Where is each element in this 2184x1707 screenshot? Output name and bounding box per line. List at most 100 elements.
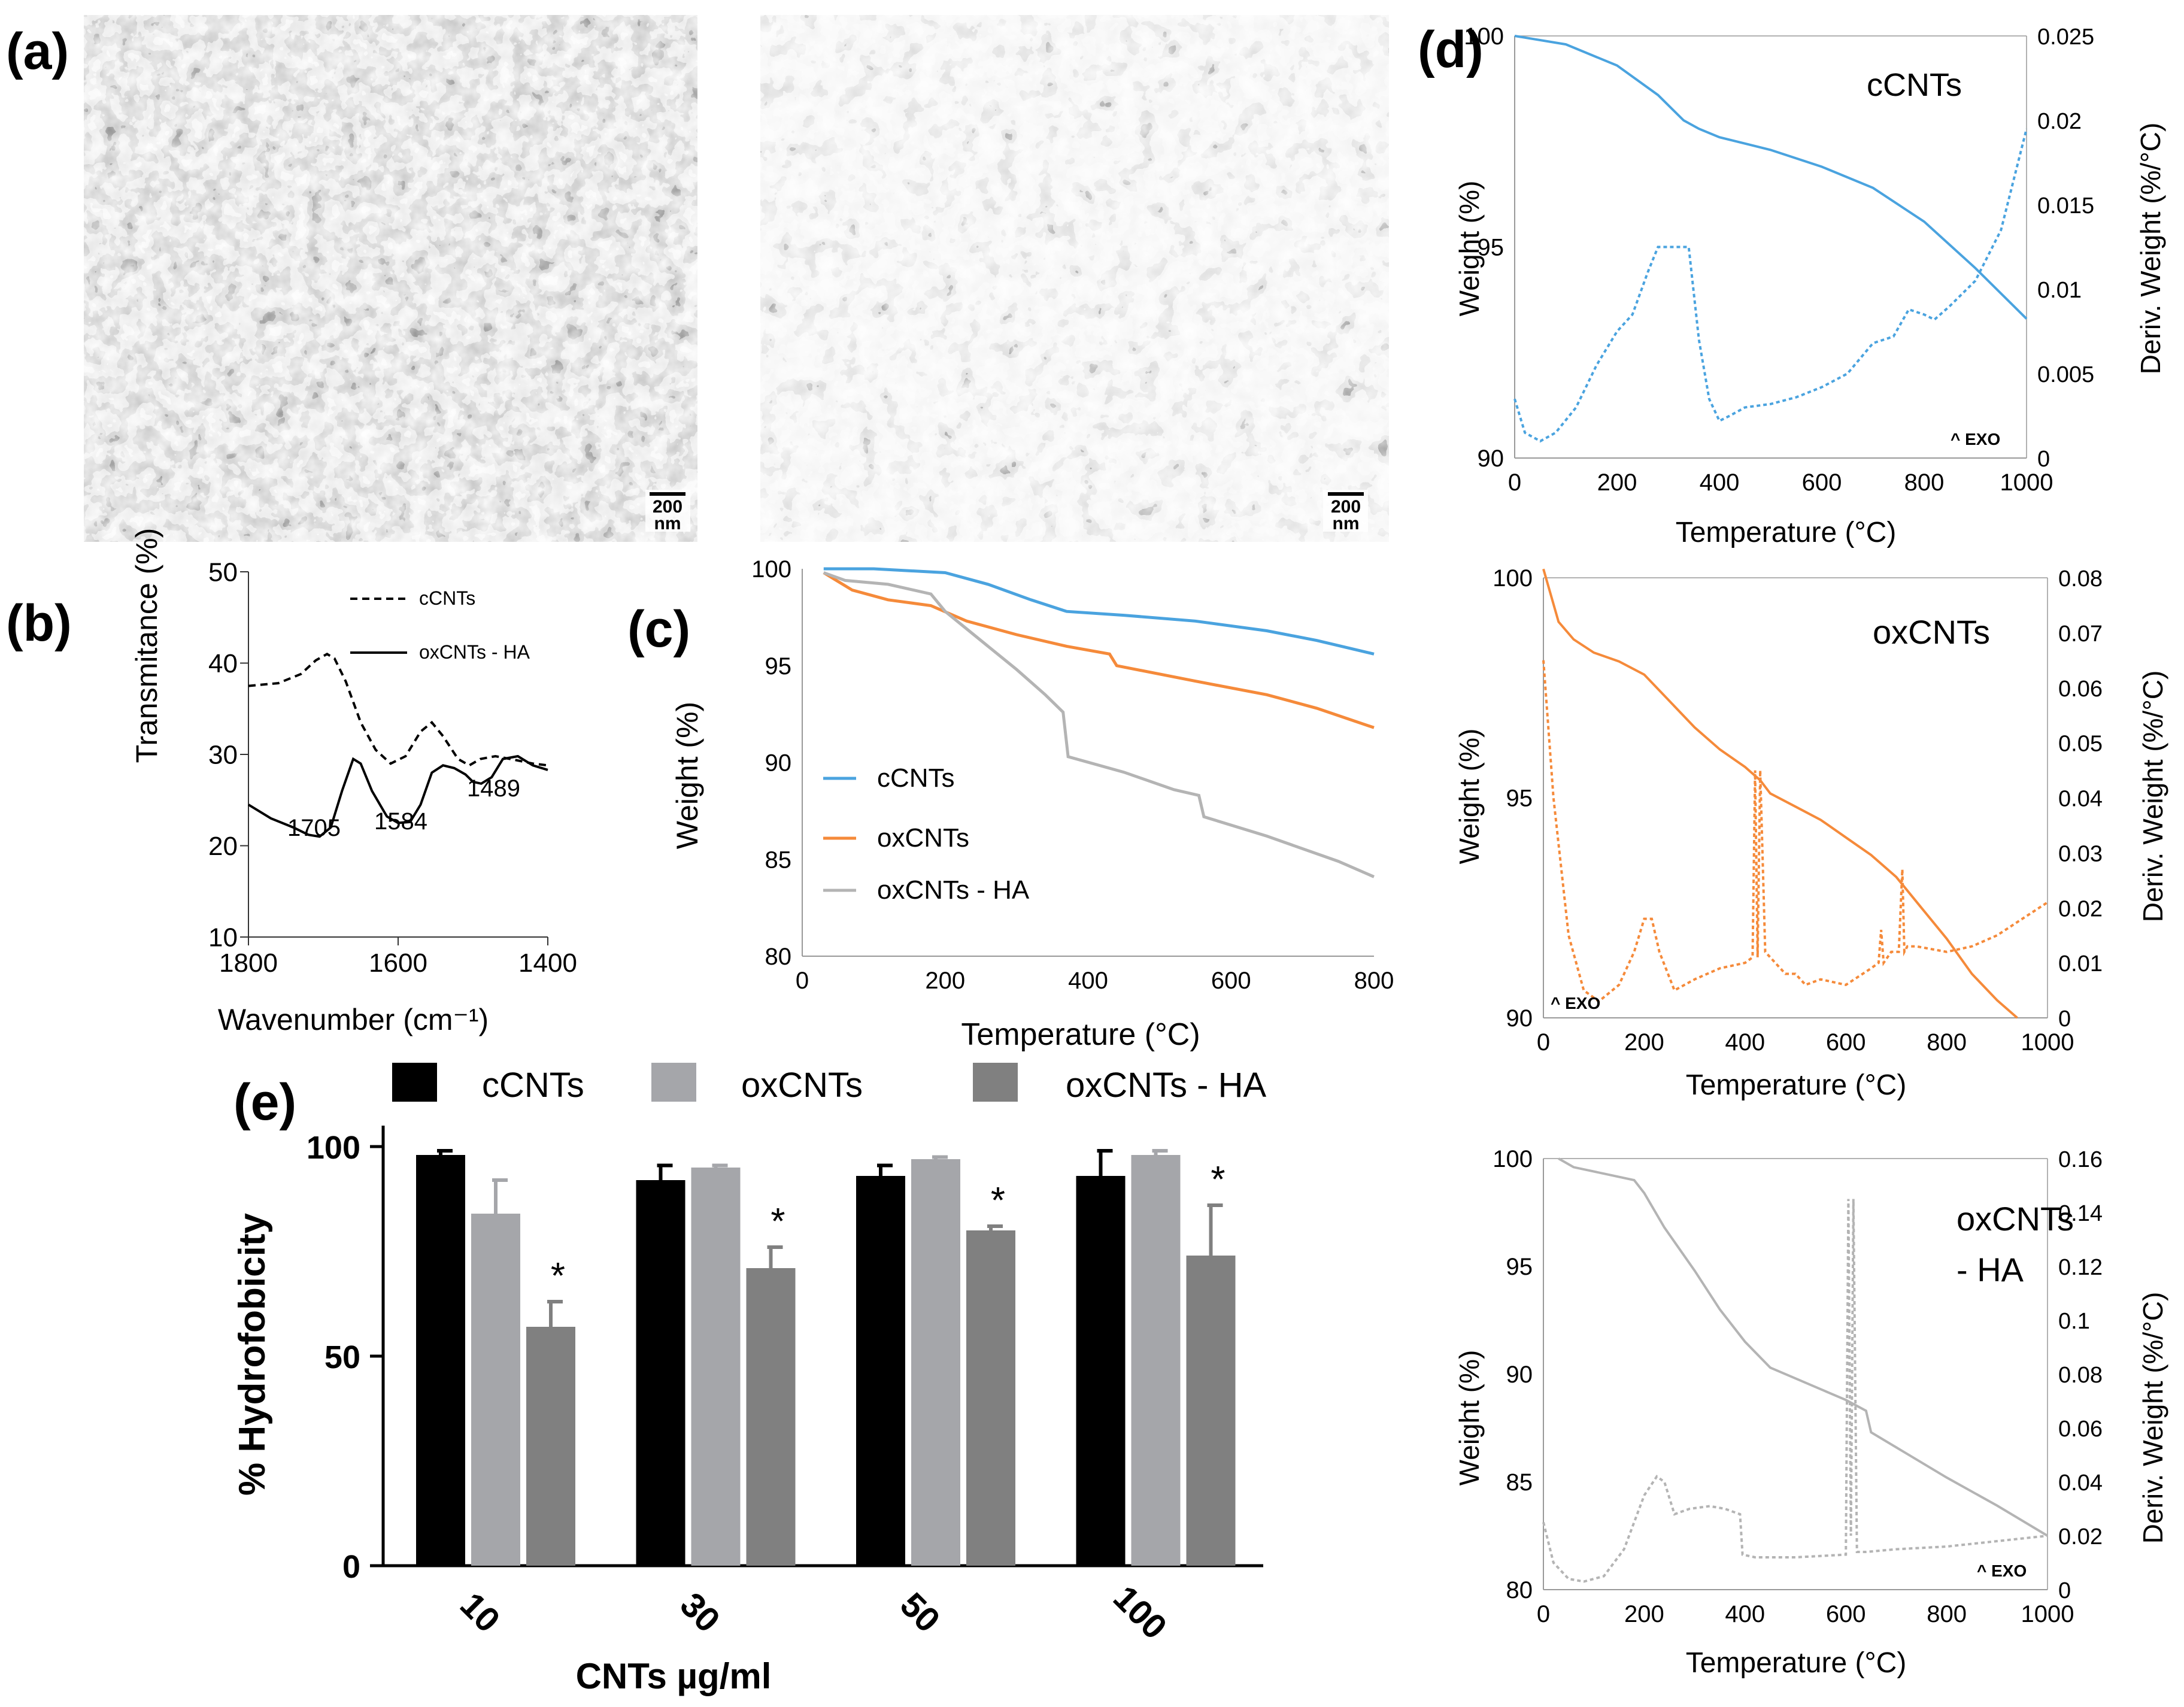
chart-c-xlabel: Temperature (°C) [961, 1017, 1200, 1052]
y2-tick-label: 0.04 [2058, 1470, 2103, 1496]
y2-tick-label: 0.005 [2037, 362, 2094, 387]
chart-e-bars: * 10 * 30 * 50 * 100 [416, 1149, 1236, 1647]
y-tick-label: 85 [1506, 1469, 1533, 1496]
chart-b-xlabel: Wavenumber (cm⁻¹) [218, 1003, 489, 1036]
y-tick-label: 80 [1506, 1577, 1533, 1603]
chart-d1-xlabel: Temperature (°C) [1676, 517, 1897, 548]
y2-tick-label: 0.03 [2058, 841, 2103, 866]
significance-marker: * [551, 1256, 565, 1297]
chart-d2-ylabel: Weight (%) [1454, 729, 1485, 865]
series-line-ccnts [248, 652, 548, 767]
y-tick-label: 90 [765, 750, 792, 777]
chart-e-legend: cCNTs oxCNTs oxCNTs - HA [392, 1063, 1266, 1105]
series-line-ccnts [823, 567, 1375, 656]
x-tick-label: 800 [1354, 968, 1394, 994]
bar-ccnts [1076, 1176, 1126, 1566]
y-tick-label: 95 [1506, 1254, 1533, 1280]
chart-d3-xlabel: Temperature (°C) [1686, 1647, 1907, 1679]
y-tick-label: 0 [342, 1549, 360, 1585]
chart-c-lines [823, 567, 1375, 878]
scale-bar-value: 200 [653, 497, 682, 517]
x-tick-label: 100 [1106, 1578, 1174, 1647]
chart-d2: 0 200 400 600 800 1000909510000.010.020.030.0… [1454, 565, 2168, 1101]
series-line-oxcnts-ha [823, 571, 1375, 878]
x-tick-label: 0 [1537, 1029, 1550, 1056]
x-tick-label: 600 [1802, 469, 1842, 496]
x-tick-label: 800 [1927, 1029, 1967, 1056]
chart-e-xlabel: CNTs µg/ml [576, 1656, 772, 1696]
y2-tick-label: 0.06 [2058, 1417, 2103, 1442]
x-tick-label: 200 [925, 968, 965, 994]
chart-d1-label: cCNTs [1867, 67, 1962, 103]
x-tick-label: 1600 [369, 948, 427, 978]
x-tick-label: 10 [453, 1585, 508, 1640]
legend-label-oxcnts: oxCNTs [741, 1066, 863, 1105]
y2-tick-label: 0.05 [2058, 732, 2103, 757]
chart-d2-lines [1542, 568, 2049, 1019]
x-tick-label: 400 [1700, 469, 1740, 496]
bar-oxcnts-ha [966, 1230, 1015, 1566]
y-tick-label: 40 [208, 649, 238, 678]
y-tick-label: 50 [324, 1339, 360, 1375]
y-tick-label: 90 [1478, 445, 1504, 472]
panel-label-a: (a) [6, 23, 69, 80]
chart-d2-ticks: 0 200 400 600 800 1000909510000.010.020.030.0… [1493, 565, 2103, 1056]
bar-ccnts [636, 1180, 685, 1566]
panel-label-d: (d) [1418, 21, 1484, 78]
x-tick-label: 400 [1725, 1601, 1765, 1627]
micrograph-left: 200 nm [84, 15, 697, 542]
chart-d1-lines [1513, 35, 2028, 443]
x-tick-label: 800 [1927, 1601, 1967, 1627]
chart-d1-ylabel2: Deriv. Weight (%/°C) [2135, 123, 2166, 375]
chart-d1-ylabel: Weight (%) [1454, 181, 1485, 317]
exo-annotation: ^ EXO [1977, 1562, 2027, 1580]
x-tick-label: 1000 [2000, 469, 2053, 496]
y-tick-label: 30 [208, 740, 238, 769]
chart-c-ticks: 0 200 400 600 800 80 85 90 95 100 [751, 556, 1394, 994]
y2-tick-label: 0.015 [2037, 193, 2094, 219]
chart-b-lines [247, 652, 548, 838]
exo-annotation: ^ EXO [1951, 430, 2000, 448]
x-tick-label: 600 [1826, 1601, 1866, 1627]
x-tick-label: 50 [893, 1585, 948, 1640]
y-tick-label: 85 [765, 847, 792, 873]
chart-d3-ylabel2: Deriv. Weight (%/°C) [2137, 1292, 2168, 1544]
scale-bar-unit: nm [1333, 514, 1360, 533]
weight-line [1514, 35, 2028, 320]
legend-label-ccnts: cCNTs [482, 1066, 584, 1105]
y-tick-label: 95 [1506, 786, 1533, 812]
y-tick-label: 20 [208, 832, 238, 861]
y2-tick-label: 0.02 [2037, 109, 2082, 134]
y2-tick-label: 0 [2058, 1006, 2071, 1032]
chart-e: cCNTs oxCNTs oxCNTs - HA 0 50 100 % Hydrof… [232, 1063, 1266, 1696]
panel-label-e: (e) [233, 1074, 296, 1131]
chart-d3-ticks: 0 200 400 600 800 10008085909510000.020.040.0… [1493, 1146, 2103, 1627]
legend-label-oxcnts: oxCNTs [877, 823, 969, 853]
chart-e-ylabel: % Hydrofobicity [232, 1213, 273, 1496]
bar-oxcnts [1131, 1155, 1181, 1566]
deriv-weight-line [1513, 128, 2028, 443]
x-tick-label: 1000 [2021, 1601, 2074, 1627]
exo-annotation: ^ EXO [1551, 994, 1600, 1012]
x-tick-label: 0 [1537, 1601, 1550, 1627]
y2-tick-label: 0.12 [2058, 1255, 2103, 1280]
y2-tick-label: 0.14 [2058, 1201, 2103, 1226]
weight-line [1542, 568, 2018, 1019]
legend-label-ccnts: cCNTs [877, 763, 955, 793]
significance-marker: * [1211, 1159, 1225, 1200]
x-tick-label: 400 [1725, 1029, 1765, 1056]
legend-swatch-ccnts [392, 1063, 437, 1102]
chart-d2-label: oxCNTs [1873, 613, 1990, 651]
legend-swatch-oxcnts [651, 1063, 696, 1102]
annotation-1584: 1584 [374, 808, 427, 835]
deriv-weight-line [1542, 1199, 2048, 1583]
x-tick-label: 200 [1624, 1029, 1664, 1056]
x-tick-label: 600 [1826, 1029, 1866, 1056]
y-tick-label: 100 [307, 1130, 360, 1166]
y-tick-label: 100 [751, 556, 791, 583]
y2-tick-label: 0.06 [2058, 677, 2103, 702]
bar-oxcnts [691, 1168, 741, 1566]
y-tick-label: 95 [765, 653, 792, 680]
significance-marker: * [991, 1180, 1005, 1221]
